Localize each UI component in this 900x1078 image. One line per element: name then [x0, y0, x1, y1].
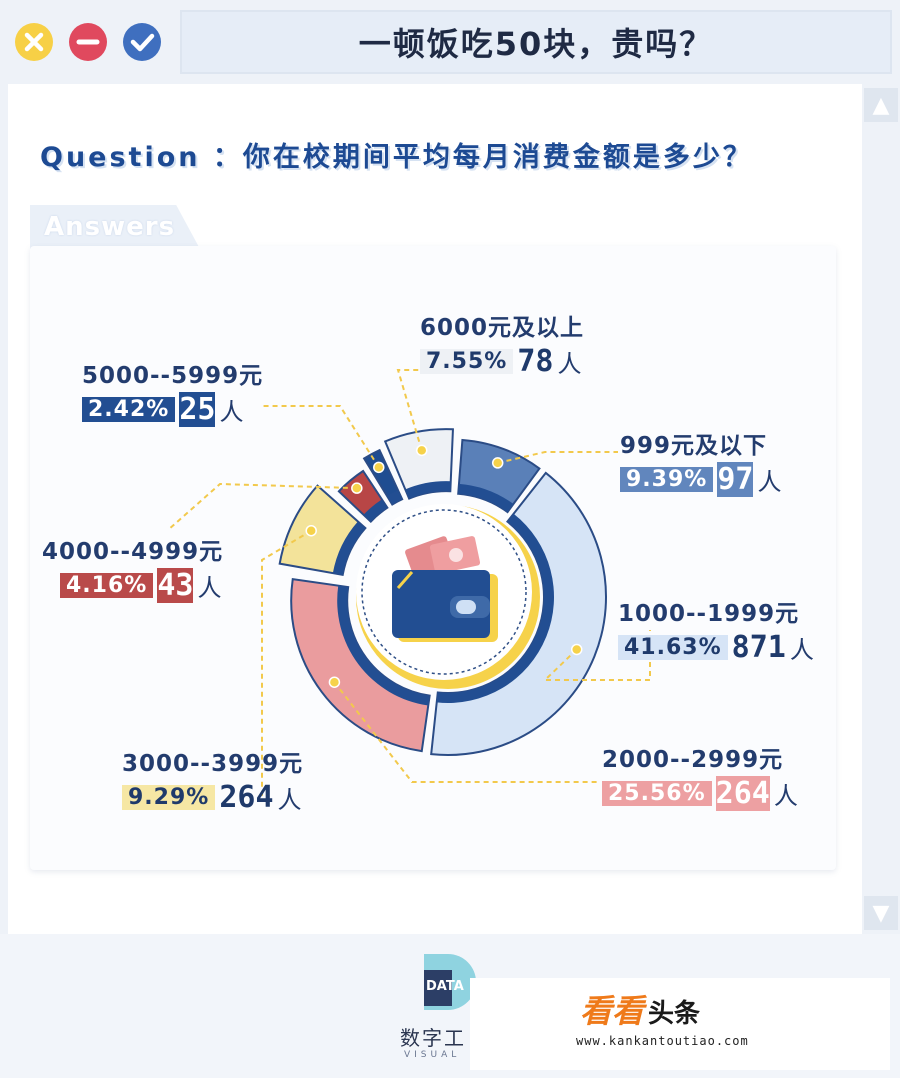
leader-dot [570, 643, 583, 656]
category-label: 3000--3999元 [122, 751, 304, 777]
leader-line [262, 405, 380, 468]
leader-dot [415, 444, 428, 457]
close-icon[interactable] [14, 22, 54, 62]
donut-slice-inner-band [436, 513, 555, 704]
percent-label: 9.39% [620, 467, 714, 492]
unit-label: 人 [277, 786, 302, 814]
slice-label-5000: 5000--5999元 2.42% 25 人 [82, 356, 263, 427]
logo-subtext: VISUAL [404, 1050, 461, 1060]
wallet-icon [392, 536, 498, 642]
count-label: 97 [717, 462, 754, 497]
count-label: 78 [517, 344, 554, 379]
donut-slice-inner-band [387, 490, 403, 505]
unit-label: 人 [197, 574, 222, 602]
answers-tab: Answers [30, 205, 200, 249]
slice-label-2000: 2000--2999元 25.56% 264 人 [602, 740, 798, 811]
checkmark-icon[interactable] [122, 22, 162, 62]
donut-slice [383, 428, 454, 500]
category-label: 999元及以下 [620, 433, 768, 459]
donut-slice [430, 471, 607, 756]
slice-label-6000plus: 6000元及以上 7.55% 78 人 [420, 308, 584, 379]
unit-label: 人 [557, 350, 582, 378]
scroll-down-icon[interactable]: ▼ [864, 896, 898, 930]
slice-label-4000: 4000--4999元 4.16% 43 人 [42, 532, 223, 603]
logo-text: 数字工 [400, 1026, 466, 1050]
percent-label: 9.29% [122, 785, 216, 810]
unit-label: 人 [757, 468, 782, 496]
donut-slice-inner-band [458, 483, 514, 513]
count-label: 43 [157, 568, 194, 603]
donut-slice-inner-band [363, 499, 388, 522]
count-label: 871 [731, 630, 786, 665]
donut-slice-inner-band [337, 585, 430, 706]
percent-label: 7.55% [420, 349, 514, 374]
watermark: 看看 头条 www.kankantoutiao.com [470, 978, 890, 1070]
leader-line [396, 369, 423, 451]
unit-label: 人 [789, 636, 814, 664]
category-label: 5000--5999元 [82, 363, 264, 389]
leader-line [333, 681, 600, 783]
logo-mark-text: DATA [426, 979, 464, 994]
percent-label: 25.56% [602, 781, 712, 806]
question-text: Question ：你在校期间平均每月消费金额是多少？ [40, 142, 753, 173]
leader-dot [491, 457, 504, 469]
minimize-icon[interactable] [68, 22, 108, 62]
watermark-main: 看看 [580, 992, 645, 1030]
count-label: 264 [219, 780, 274, 815]
slice-label-1000: 1000--1999元 41.63% 871 人 [618, 594, 814, 665]
donut-slice-inner-band [332, 521, 366, 575]
scrollbar[interactable] [864, 84, 898, 934]
leader-line [167, 482, 357, 531]
category-label: 4000--4999元 [42, 539, 224, 565]
count-label: 264 [715, 776, 770, 811]
count-label: 25 [179, 392, 216, 427]
unit-label: 人 [219, 398, 244, 426]
scroll-up-icon[interactable]: ▲ [864, 88, 898, 122]
leader-line [261, 529, 312, 800]
leader-dot [305, 524, 317, 537]
watermark-url: www.kankantoutiao.com [576, 1034, 749, 1048]
donut-slice-inner-band [405, 481, 451, 499]
leader-dot [373, 461, 385, 474]
leader-line [497, 451, 618, 464]
category-label: 2000--2999元 [602, 747, 784, 773]
category-label: 6000元及以上 [420, 315, 585, 341]
slice-label-999: 999元及以下 9.39% 97 人 [620, 426, 781, 497]
donut-slice [362, 448, 404, 506]
leader-dot [328, 676, 341, 688]
category-label: 1000--1999元 [618, 601, 800, 627]
window-title: 一顿饭吃50块，贵吗？ [180, 10, 892, 74]
percent-label: 4.16% [60, 573, 154, 598]
leader-dot [351, 482, 363, 494]
slice-label-3000: 3000--3999元 9.29% 264 人 [122, 744, 303, 815]
percent-label: 2.42% [82, 397, 176, 422]
percent-label: 41.63% [618, 635, 728, 660]
unit-label: 人 [773, 782, 798, 810]
data-logo-icon: DATA [424, 954, 476, 1010]
watermark-main-2: 头条 [648, 999, 701, 1029]
